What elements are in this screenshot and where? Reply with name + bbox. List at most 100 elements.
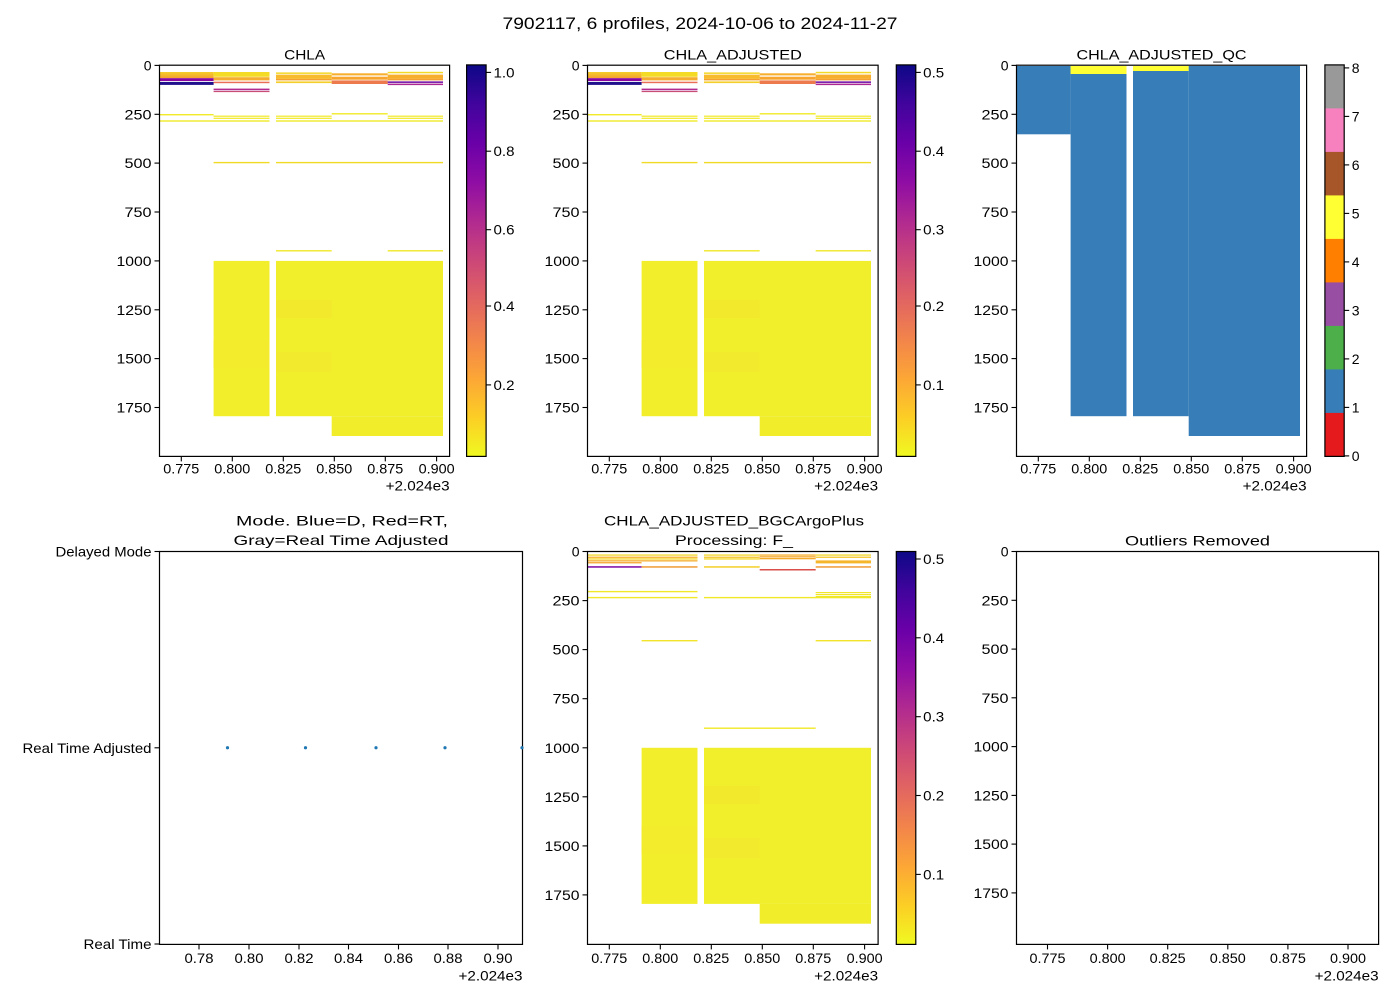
svg-text:Mode. Blue=D, Red=RT,: Mode. Blue=D, Red=RT, (236, 513, 448, 529)
svg-text:0.825: 0.825 (1122, 461, 1158, 477)
svg-text:1250: 1250 (974, 787, 1009, 803)
svg-text:0: 0 (572, 544, 580, 560)
svg-text:1250: 1250 (545, 789, 580, 805)
svg-text:0.800: 0.800 (1071, 461, 1107, 477)
svg-text:0.5: 0.5 (923, 64, 944, 80)
svg-text:250: 250 (982, 592, 1009, 608)
svg-text:0.775: 0.775 (163, 461, 199, 477)
svg-text:1250: 1250 (117, 302, 152, 318)
svg-text:0.8: 0.8 (494, 143, 515, 159)
svg-text:Delayed Mode: Delayed Mode (56, 544, 152, 560)
svg-text:0.78: 0.78 (185, 950, 214, 966)
svg-text:+2.024e3: +2.024e3 (1315, 968, 1379, 984)
svg-text:0.900: 0.900 (419, 461, 455, 477)
svg-text:0.800: 0.800 (214, 461, 250, 477)
svg-text:CHLA_ADJUSTED_BGCArgoPlus: CHLA_ADJUSTED_BGCArgoPlus (604, 513, 864, 529)
svg-text:500: 500 (553, 642, 580, 658)
svg-text:0.800: 0.800 (1090, 950, 1126, 966)
svg-text:500: 500 (125, 155, 152, 171)
svg-text:1750: 1750 (974, 885, 1009, 901)
svg-text:0.3: 0.3 (923, 222, 944, 238)
svg-text:250: 250 (125, 106, 152, 122)
svg-text:0.80: 0.80 (235, 950, 264, 966)
svg-text:0.850: 0.850 (744, 461, 780, 477)
svg-text:1750: 1750 (974, 400, 1009, 416)
svg-text:0.86: 0.86 (384, 950, 413, 966)
svg-text:1500: 1500 (974, 351, 1009, 367)
svg-text:250: 250 (553, 106, 580, 122)
svg-text:500: 500 (982, 641, 1009, 657)
svg-text:0.875: 0.875 (367, 461, 403, 477)
svg-text:0.875: 0.875 (1224, 461, 1260, 477)
svg-text:1250: 1250 (545, 302, 580, 318)
svg-text:1000: 1000 (545, 740, 580, 756)
svg-text:Real Time: Real Time (84, 936, 152, 952)
svg-text:0.1: 0.1 (923, 377, 944, 393)
svg-text:0.5: 0.5 (923, 551, 944, 567)
svg-text:CHLA: CHLA (284, 47, 326, 63)
svg-text:750: 750 (982, 690, 1009, 706)
svg-text:0.1: 0.1 (923, 866, 944, 882)
svg-text:5: 5 (1352, 205, 1360, 221)
svg-text:7: 7 (1352, 108, 1360, 124)
svg-text:0.2: 0.2 (923, 298, 944, 314)
svg-text:1000: 1000 (974, 739, 1009, 755)
svg-text:0.3: 0.3 (923, 709, 944, 725)
svg-text:CHLA_ADJUSTED_QC: CHLA_ADJUSTED_QC (1077, 47, 1247, 63)
svg-text:0.875: 0.875 (1270, 950, 1306, 966)
svg-text:0.825: 0.825 (693, 461, 729, 477)
svg-text:CHLA_ADJUSTED: CHLA_ADJUSTED (664, 47, 802, 63)
svg-text:0.4: 0.4 (923, 143, 944, 159)
svg-text:+2.024e3: +2.024e3 (814, 478, 878, 494)
svg-text:0.2: 0.2 (494, 377, 515, 393)
svg-text:0.88: 0.88 (434, 950, 463, 966)
svg-text:1: 1 (1352, 399, 1360, 415)
svg-text:Processing: F_: Processing: F_ (675, 532, 793, 548)
svg-text:250: 250 (553, 593, 580, 609)
svg-text:Outliers Removed: Outliers Removed (1125, 533, 1270, 549)
svg-text:0.825: 0.825 (1150, 950, 1186, 966)
svg-text:+2.024e3: +2.024e3 (1243, 478, 1307, 494)
svg-text:+2.024e3: +2.024e3 (459, 968, 523, 984)
svg-text:2: 2 (1352, 351, 1360, 367)
svg-text:0.82: 0.82 (285, 950, 314, 966)
svg-text:7902117, 6 profiles, 2024-10-0: 7902117, 6 profiles, 2024-10-06 to 2024-… (503, 14, 898, 33)
svg-text:1750: 1750 (545, 887, 580, 903)
svg-text:Real Time Adjusted: Real Time Adjusted (23, 740, 152, 756)
svg-text:750: 750 (553, 691, 580, 707)
svg-text:0: 0 (1352, 448, 1360, 464)
svg-text:500: 500 (553, 155, 580, 171)
svg-text:1750: 1750 (117, 400, 152, 416)
svg-text:0.900: 0.900 (1276, 461, 1312, 477)
svg-text:1750: 1750 (545, 400, 580, 416)
svg-text:0: 0 (144, 57, 152, 73)
svg-text:0: 0 (1001, 544, 1009, 560)
svg-text:0.84: 0.84 (334, 950, 363, 966)
svg-text:4: 4 (1352, 254, 1360, 270)
svg-text:1000: 1000 (974, 253, 1009, 269)
svg-text:0.775: 0.775 (1030, 950, 1066, 966)
svg-text:0.775: 0.775 (591, 950, 627, 966)
svg-text:0.825: 0.825 (693, 950, 729, 966)
svg-text:0.800: 0.800 (642, 461, 678, 477)
svg-text:0.850: 0.850 (744, 950, 780, 966)
svg-text:1500: 1500 (545, 351, 580, 367)
svg-text:8: 8 (1352, 60, 1360, 76)
svg-text:750: 750 (125, 204, 152, 220)
svg-text:250: 250 (982, 106, 1009, 122)
svg-text:+2.024e3: +2.024e3 (386, 478, 450, 494)
svg-text:750: 750 (982, 204, 1009, 220)
svg-text:0.775: 0.775 (1020, 461, 1056, 477)
svg-text:500: 500 (982, 155, 1009, 171)
svg-text:+2.024e3: +2.024e3 (814, 968, 878, 984)
svg-text:Gray=Real Time Adjusted: Gray=Real Time Adjusted (234, 532, 449, 548)
svg-text:0.90: 0.90 (484, 950, 513, 966)
svg-text:0.875: 0.875 (795, 461, 831, 477)
svg-text:0: 0 (1001, 57, 1009, 73)
svg-text:750: 750 (553, 204, 580, 220)
svg-text:1500: 1500 (974, 836, 1009, 852)
svg-text:0.775: 0.775 (591, 461, 627, 477)
svg-text:3: 3 (1352, 302, 1360, 318)
svg-text:0.4: 0.4 (923, 630, 944, 646)
svg-text:0.4: 0.4 (494, 298, 515, 314)
